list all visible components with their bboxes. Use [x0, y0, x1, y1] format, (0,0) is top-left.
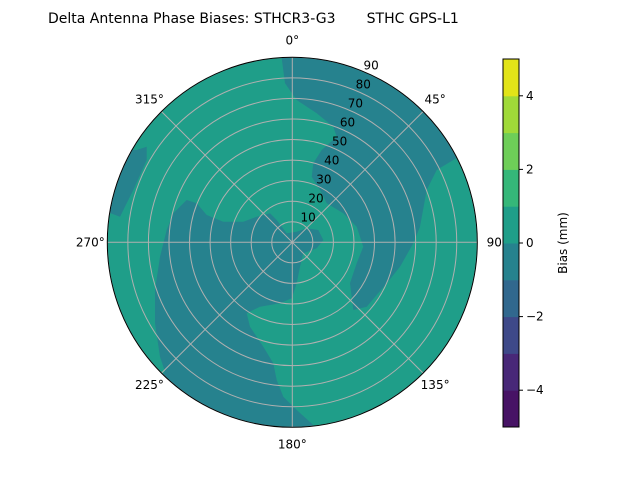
colorbar-band — [503, 132, 519, 170]
colorbar-band — [503, 353, 519, 391]
radial-tick-label: 40 — [324, 153, 339, 167]
angular-tick-label: 135° — [421, 378, 450, 392]
chart-title: Delta Antenna Phase Biases: STHCR3-G3 ST… — [48, 11, 459, 27]
colorbar-band — [503, 279, 519, 318]
radial-tick-label: 50 — [332, 134, 347, 148]
angular-tick-label: 0° — [285, 33, 299, 47]
angular-tick-label: 270° — [76, 235, 105, 249]
radial-tick-labels: 10 20 30 40 50 60 70 80 90 — [301, 58, 379, 224]
colorbar-tick-label: 4 — [526, 89, 534, 103]
angular-tick-label: 180° — [278, 437, 307, 451]
polar-frame — [106, 56, 478, 428]
radial-tick-label: 10 — [301, 210, 316, 224]
radial-tick-label: 80 — [356, 77, 371, 91]
colorbar: −4 −2 0 2 4 — [502, 58, 544, 428]
angular-gridline — [161, 111, 293, 243]
radial-tick-label: 20 — [308, 191, 323, 205]
colorbar-label: Bias (mm) — [556, 212, 570, 274]
angular-gridline — [161, 241, 293, 374]
colorbar-tick-label: 2 — [526, 162, 534, 176]
angular-tick-label: 90 — [487, 235, 502, 249]
colorbar-tick-label: −4 — [526, 383, 544, 397]
angular-gridline — [291, 111, 424, 243]
polar-grid — [107, 57, 478, 428]
colorbar-band — [503, 59, 519, 97]
colorbar-tick-label: −2 — [526, 310, 544, 324]
colorbar-band — [503, 390, 519, 428]
angular-tick-label: 45° — [424, 92, 445, 106]
radial-tick-label: 30 — [316, 172, 331, 186]
colorbar-band — [503, 169, 519, 207]
angular-tick-label: 225° — [135, 378, 164, 392]
angular-gridline — [291, 241, 424, 374]
colorbar-band — [503, 206, 519, 244]
colorbar-band — [503, 243, 519, 281]
angular-tick-label: 315° — [135, 92, 164, 106]
colorbar-tick-label: 0 — [526, 236, 534, 250]
radial-tick-label: 70 — [348, 96, 363, 110]
colorbar-band — [503, 316, 519, 354]
radial-tick-label: 90 — [363, 58, 378, 72]
colorbar-band — [503, 95, 519, 134]
radial-tick-label: 60 — [340, 115, 355, 129]
angular-tick-labels: 0° 45° 90 135° 180° 225° 270° 315° — [76, 33, 502, 451]
